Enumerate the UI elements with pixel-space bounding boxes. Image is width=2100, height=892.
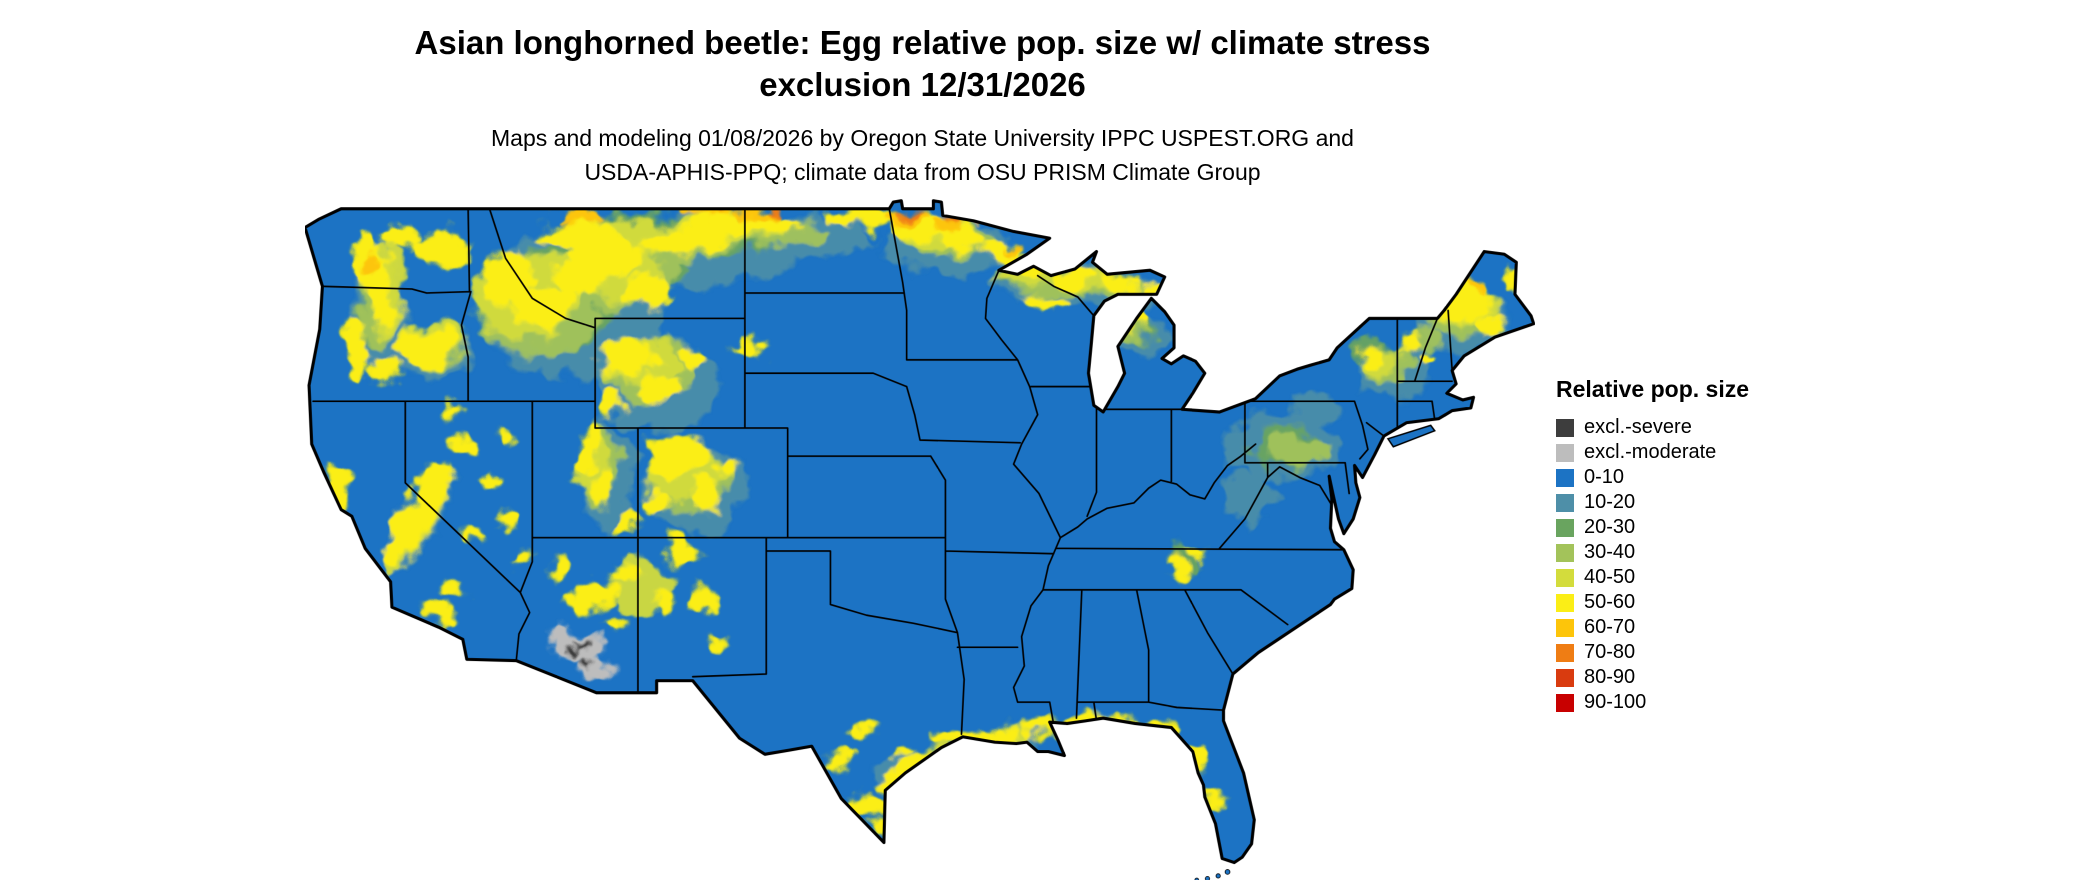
legend-swatch-excl-moderate: [1556, 443, 1574, 462]
legend-item-60-70: 60-70: [1556, 615, 1876, 640]
legend-item-excl-moderate: excl.-moderate: [1556, 440, 1876, 465]
legend-swatch-90-100: [1556, 693, 1574, 712]
legend-swatch-60-70: [1556, 618, 1574, 637]
legend-item-70-80: 70-80: [1556, 640, 1876, 665]
legend-item-20-30: 20-30: [1556, 515, 1876, 540]
legend-swatch-0-10: [1556, 468, 1574, 487]
legend-item-90-100: 90-100: [1556, 690, 1876, 715]
legend-item-excl-severe: excl.-severe: [1556, 415, 1876, 440]
long-island: [1386, 424, 1436, 448]
legend-item-80-90: 80-90: [1556, 665, 1876, 690]
legend-swatch-excl-severe: [1556, 418, 1574, 437]
legend-item-0-10: 0-10: [1556, 465, 1876, 490]
legend-swatch-70-80: [1556, 643, 1574, 662]
map-subtitle-line2: USDA-APHIS-PPQ; climate data from OSU PR…: [584, 159, 1261, 185]
legend: Relative pop. size excl.-severe excl.-mo…: [1556, 376, 1876, 715]
legend-swatch-50-60: [1556, 593, 1574, 612]
legend-item-50-60: 50-60: [1556, 590, 1876, 615]
header: Asian longhorned beetle: Egg relative po…: [0, 22, 1845, 189]
us-map-image: [305, 199, 1535, 880]
map-title-line2: exclusion 12/31/2026: [759, 66, 1086, 103]
legend-swatch-80-90: [1556, 668, 1574, 687]
legend-swatch-30-40: [1556, 543, 1574, 562]
legend-swatch-20-30: [1556, 518, 1574, 537]
legend-swatch-40-50: [1556, 568, 1574, 587]
florida-keys: [1194, 869, 1231, 880]
map-subtitle-line1: Maps and modeling 01/08/2026 by Oregon S…: [491, 125, 1354, 151]
legend-item-30-40: 30-40: [1556, 540, 1876, 565]
map-title-line1: Asian longhorned beetle: Egg relative po…: [414, 24, 1431, 61]
state-boundaries: [312, 207, 1453, 736]
legend-item-10-20: 10-20: [1556, 490, 1876, 515]
legend-title: Relative pop. size: [1556, 376, 1750, 402]
map-subtitle: Maps and modeling 01/08/2026 by Oregon S…: [0, 121, 1845, 189]
legend-swatch-10-20: [1556, 493, 1574, 512]
us-map: [305, 198, 1535, 880]
legend-item-40-50: 40-50: [1556, 565, 1876, 590]
